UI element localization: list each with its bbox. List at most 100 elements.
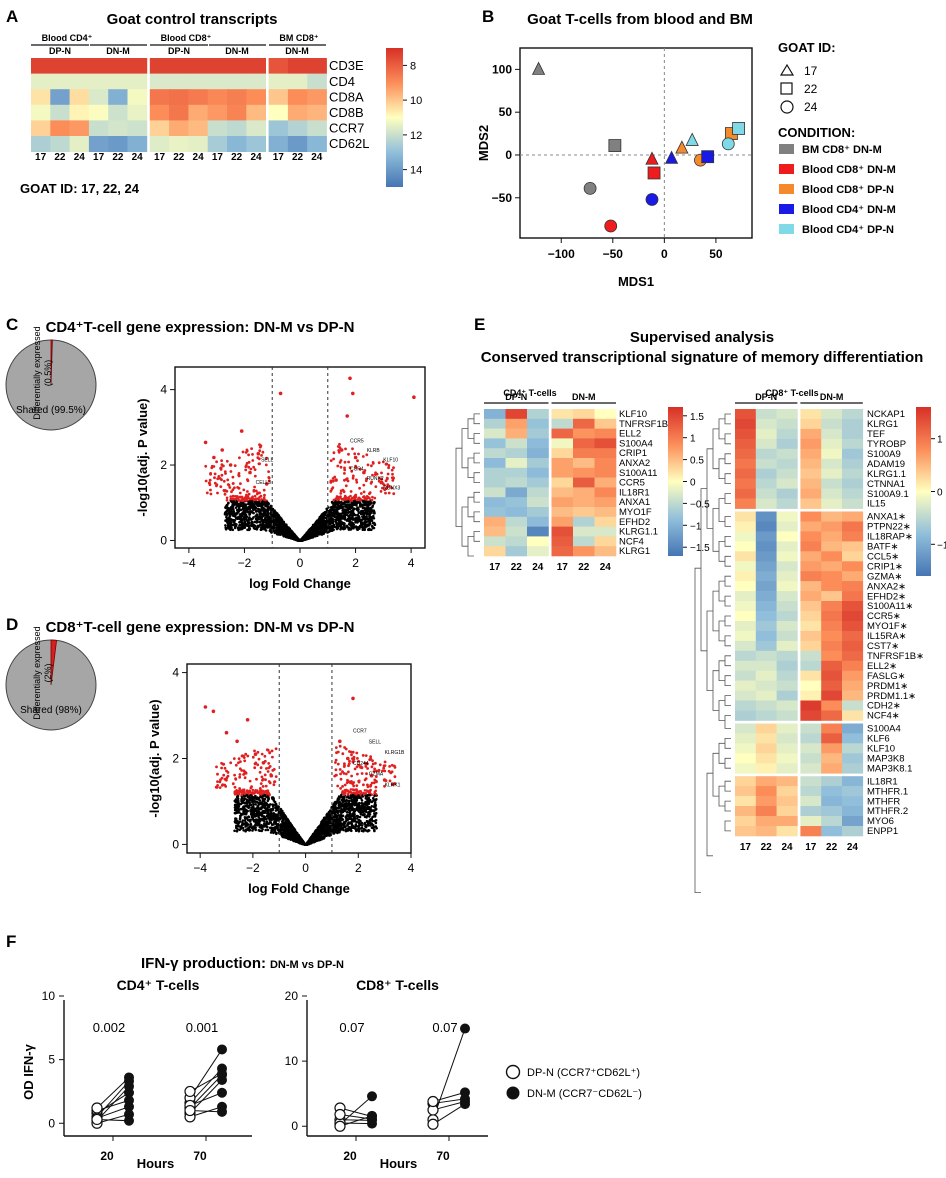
- x-tick-label: −2: [238, 556, 252, 570]
- gene-point: [292, 532, 296, 536]
- heatmap-a-cell: [169, 58, 189, 74]
- x-tick-label: −50: [603, 247, 624, 261]
- de-gene-point: [386, 472, 390, 476]
- de-gene-point: [242, 488, 246, 492]
- de-gene-point: [231, 488, 235, 492]
- gene-point: [359, 790, 363, 793]
- x-tick-label: −100: [548, 247, 575, 261]
- de-gene-point: [365, 477, 368, 481]
- de-gene-point: [256, 451, 261, 456]
- gene-point: [259, 523, 262, 527]
- gene-point: [274, 529, 277, 532]
- gene-point: [355, 501, 358, 505]
- gene-point: [354, 513, 357, 517]
- gene-point: [342, 505, 346, 508]
- heatmap-a-cell: [88, 58, 109, 74]
- column-id-a: 22: [292, 152, 304, 163]
- gene-point: [366, 506, 370, 510]
- gene-point: [240, 798, 243, 801]
- gene-point: [234, 506, 238, 510]
- heatmap-a-cell: [227, 120, 247, 137]
- de-gene-point: [247, 492, 251, 496]
- de-gene-point: [374, 485, 378, 488]
- gene-point: [374, 789, 378, 793]
- gene-point: [364, 524, 367, 528]
- de-gene-point: [387, 466, 390, 470]
- mds-point: [531, 61, 546, 75]
- de-gene-point: [209, 488, 212, 492]
- de-gene-point: [392, 492, 396, 496]
- de-gene-point: [263, 493, 266, 497]
- gene-point: [249, 518, 253, 521]
- condition-swatch: [779, 144, 794, 154]
- panel-d-title: CD8⁺T-cell gene expression: DN-M vs DP-N: [46, 619, 355, 636]
- gene-point: [320, 529, 324, 532]
- column-id-a: 17: [212, 152, 224, 163]
- de-gene-point: [334, 478, 338, 482]
- de-gene-point: [253, 474, 257, 478]
- de-gene-point: [351, 391, 355, 396]
- heatmap-a-cell: [127, 58, 148, 74]
- volcano-y-label: -log10(adj. P value): [135, 398, 150, 516]
- gene-point: [372, 796, 375, 800]
- heatmap-a-cell: [149, 120, 170, 137]
- gene-point: [318, 523, 322, 526]
- de-gene-point: [222, 464, 225, 468]
- de-gene-point: [390, 468, 394, 472]
- column-id-a: 22: [112, 152, 124, 163]
- gene-point: [343, 518, 347, 521]
- gene-point: [331, 501, 335, 505]
- gene-point: [229, 507, 233, 510]
- panel-a-title: Goat control transcripts: [107, 11, 278, 28]
- de-gene-point: [251, 459, 255, 462]
- heatmap-a-cell: [88, 73, 109, 90]
- column-id-a: 17: [93, 152, 105, 163]
- de-gene-point: [348, 376, 352, 381]
- gene-point: [266, 828, 270, 832]
- column-id-a: 17: [273, 152, 285, 163]
- gene-point: [263, 508, 267, 512]
- de-gene-point: [229, 470, 233, 473]
- gene-point: [276, 520, 279, 523]
- gene-point: [313, 526, 317, 529]
- heatmap-a-cell: [246, 58, 266, 74]
- sub-label-bm-dnm: DN-M: [285, 46, 309, 56]
- gene-point: [268, 826, 272, 830]
- gene-point: [368, 503, 372, 506]
- gene-point: [238, 523, 242, 527]
- gene-point: [266, 511, 270, 514]
- gene-point: [368, 509, 372, 512]
- de-gene-point: [361, 455, 365, 458]
- gene-point: [251, 506, 254, 510]
- de-gene-point: [223, 470, 227, 473]
- gene-point: [263, 527, 267, 530]
- gene-point: [225, 519, 228, 523]
- gene-point: [351, 504, 354, 508]
- heatmap-a-cell: [69, 136, 90, 152]
- de-gene-point: [278, 391, 283, 396]
- de-gene-point: [250, 447, 254, 450]
- heatmap-a-cell: [127, 136, 148, 152]
- legend-goat-17: 17: [804, 64, 818, 78]
- gene-point: [263, 811, 267, 814]
- panel-b-label: B: [482, 7, 494, 26]
- gene-point: [233, 501, 236, 504]
- de-gene-point: [226, 478, 230, 482]
- gene-point: [240, 495, 244, 499]
- gene-point: [248, 497, 251, 500]
- legend-condition-title: CONDITION:: [778, 125, 855, 140]
- gene-point: [339, 524, 342, 528]
- de-gene-point: [351, 476, 355, 480]
- mds-point: [645, 193, 659, 206]
- panel-d: D CD8⁺T-cell gene expression: DN-M vs DP…: [5, 615, 415, 896]
- gene-point: [351, 518, 355, 521]
- heatmap-a-cell: [50, 73, 70, 90]
- condition-swatch: [779, 224, 794, 234]
- heatmap-a-cell: [246, 73, 266, 90]
- gene-point: [339, 496, 342, 499]
- condition-swatch: [779, 164, 794, 174]
- heatmap-a-cell: [227, 136, 247, 152]
- de-gene-point: [358, 486, 361, 490]
- gene-point: [251, 511, 254, 514]
- de-gene-point: [347, 452, 350, 456]
